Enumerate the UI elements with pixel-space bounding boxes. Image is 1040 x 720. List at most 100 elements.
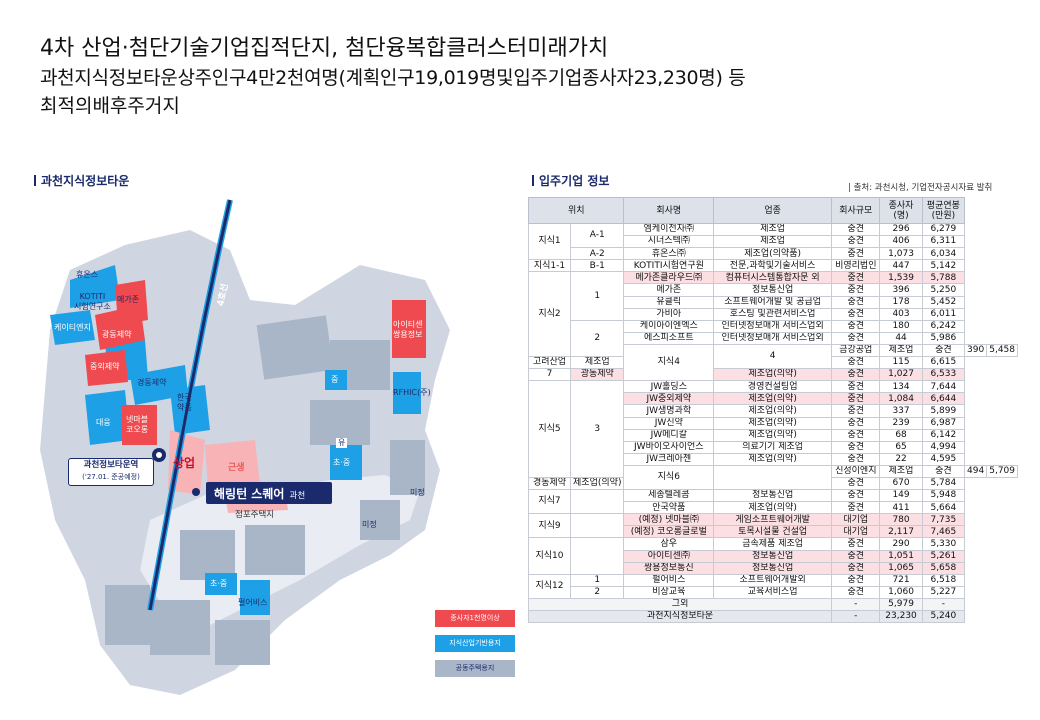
blue-block xyxy=(325,370,347,390)
gray-block xyxy=(150,600,210,655)
sublot-cell: A-2 xyxy=(570,247,625,261)
sublot-cell xyxy=(570,489,625,515)
red-block xyxy=(85,350,128,386)
sal-cell: 6,279 xyxy=(921,222,966,237)
sal-cell: 4,595 xyxy=(921,452,966,466)
size-cell: 중견 xyxy=(831,368,881,382)
ind-cell: 제조업(의약) xyxy=(713,404,833,418)
size-cell: 중견 xyxy=(831,440,881,454)
sal-cell: 7,735 xyxy=(921,513,966,527)
sal-cell: 7,465 xyxy=(921,525,966,539)
sublot-cell: 2 xyxy=(570,585,625,599)
sublot-cell: 2 xyxy=(570,319,625,358)
emp-cell: 134 xyxy=(879,380,923,394)
block-label: 아이티센 쌍용정보 xyxy=(393,320,423,339)
sal-cell: 6,644 xyxy=(921,392,966,406)
name-cell: KOTITI시험연구원 xyxy=(623,259,715,273)
sal-cell: 6,311 xyxy=(921,235,966,249)
title-bar xyxy=(34,175,36,186)
sublot-cell: A-1 xyxy=(570,222,625,249)
emp-cell: 670 xyxy=(879,476,923,491)
ind-cell: 소프트웨어개발 및 공급업 xyxy=(713,295,833,309)
table-row: 지식9 (예정) 넷마블㈜ 게임소프트웨어개발 대기업 780 7,735 xyxy=(527,513,1018,539)
size-cell: 중견 xyxy=(831,307,881,321)
name-cell: 세종텔레콤 xyxy=(623,489,715,503)
block-label: 대웅 xyxy=(96,418,111,427)
size-cell: 중견 xyxy=(831,356,881,370)
ind-cell: 교육서비스업 xyxy=(713,585,833,599)
col-header: 평균연봉 (만원) xyxy=(921,197,966,224)
ind-cell: 전문,과학및기술서비스 xyxy=(713,259,833,273)
size-cell: 중견 xyxy=(831,222,881,237)
size-cell: 비영리법인 xyxy=(831,259,881,273)
size-cell: 중견 xyxy=(831,489,881,503)
ind-cell: 제조업(의약) xyxy=(713,501,833,515)
block-label: 초·중 xyxy=(333,458,351,467)
label-cell: 과천지식정보타운 xyxy=(527,609,833,624)
complex-city: 과천 xyxy=(289,491,306,501)
size-cell: 중견 xyxy=(831,428,881,442)
emp-cell: 396 xyxy=(879,283,923,297)
block-label: KOTITI 시험연구소 xyxy=(74,292,111,311)
col-header: 종사자 (명) xyxy=(879,197,923,224)
legend-item: 종사자1천명이상 xyxy=(435,610,515,627)
sal-cell: 6,533 xyxy=(921,368,966,382)
complex-marker xyxy=(192,488,200,496)
block-label: 유 xyxy=(336,438,348,448)
sublot-cell xyxy=(570,513,625,539)
sal-cell: 5,658 xyxy=(921,561,966,575)
name-cell: 삼우 xyxy=(623,537,715,551)
name-cell: 쌍용정보통신 xyxy=(623,561,715,575)
emp-cell: 337 xyxy=(879,404,923,418)
red-block xyxy=(95,305,145,350)
table-row: JW중외제약 제조업(의약) 중견 1,084 6,644 xyxy=(529,392,1018,406)
size-cell: 대기업 xyxy=(831,513,881,527)
sal-cell: 5,709 xyxy=(986,464,1018,478)
gray-block xyxy=(256,315,334,380)
col-header: 회사명 xyxy=(623,197,715,224)
blue-block xyxy=(85,390,130,445)
size-cell: 중견 xyxy=(831,476,881,491)
name-cell: 아이티센㈜ xyxy=(623,549,715,563)
table-row: 가비아 호스팅 및관련서비스업 중견 403 6,011 xyxy=(529,307,1018,321)
sal-cell: 5,784 xyxy=(921,476,966,491)
size-cell: - xyxy=(831,609,881,624)
sal-cell: 6,987 xyxy=(921,416,966,430)
other-row: 그외 -5,979- xyxy=(527,597,1018,612)
header-line-2: 과천지식정보타운상주인구4만2천여명(계획인구19,019명및입주기업종사자23… xyxy=(40,67,746,89)
emp-cell: 1,060 xyxy=(879,585,923,599)
size-cell: 중견 xyxy=(831,537,881,551)
emp-cell: 44 xyxy=(879,331,923,345)
ind-cell: 제조업 xyxy=(879,343,923,358)
block-label: 광동제약 xyxy=(102,330,132,339)
size-cell: 중견 xyxy=(831,283,881,297)
blue-block xyxy=(330,445,362,480)
ind-cell: 토목시설물 건설업 xyxy=(713,525,833,539)
ind-cell: 소프트웨어개발외 xyxy=(713,573,833,587)
size-cell: 중견 xyxy=(831,501,881,515)
emp-cell: 1,539 xyxy=(879,271,923,285)
red-block xyxy=(392,300,426,358)
blue-block xyxy=(170,385,210,435)
table-row: 지식7 세종텔레콤 정보통신업 중견 149 5,948 xyxy=(527,489,1018,515)
ind-cell: 제조업 xyxy=(570,356,625,370)
table-row: 지식5 3 JW홀딩스 경영컨설팅업 중견 134 7,644 xyxy=(527,380,1018,478)
table-row: 지식2 1 메가존클라우드㈜ 컴퓨터시스템통합자문 외 중견 1,539 5,788 xyxy=(527,271,1018,358)
name-cell: JW홀딩스 xyxy=(623,380,715,394)
emp-cell: 296 xyxy=(879,222,923,237)
sal-cell: 5,250 xyxy=(921,283,966,297)
name-cell: JW바이오사이언스 xyxy=(623,440,715,454)
emp-cell: 68 xyxy=(879,428,923,442)
gray-block xyxy=(180,530,235,580)
blue-block xyxy=(50,310,95,345)
sublot-cell: 1 xyxy=(570,573,625,587)
header-line-3: 최적의배후주거지 xyxy=(40,95,180,117)
block-label: 펄어비스 xyxy=(238,598,268,607)
name-cell: 메가존클라우드㈜ xyxy=(623,271,715,285)
map-section-title: 과천지식정보타운 xyxy=(34,172,129,189)
complex-sub-label: 점포주택지 xyxy=(235,510,275,520)
ind-cell: 호스팅 및관련서비스업 xyxy=(713,307,833,321)
complex-name: 해링턴 스퀘어 xyxy=(214,487,285,501)
sal-cell: 5,227 xyxy=(921,585,966,599)
emp-cell: 1,073 xyxy=(879,247,923,261)
